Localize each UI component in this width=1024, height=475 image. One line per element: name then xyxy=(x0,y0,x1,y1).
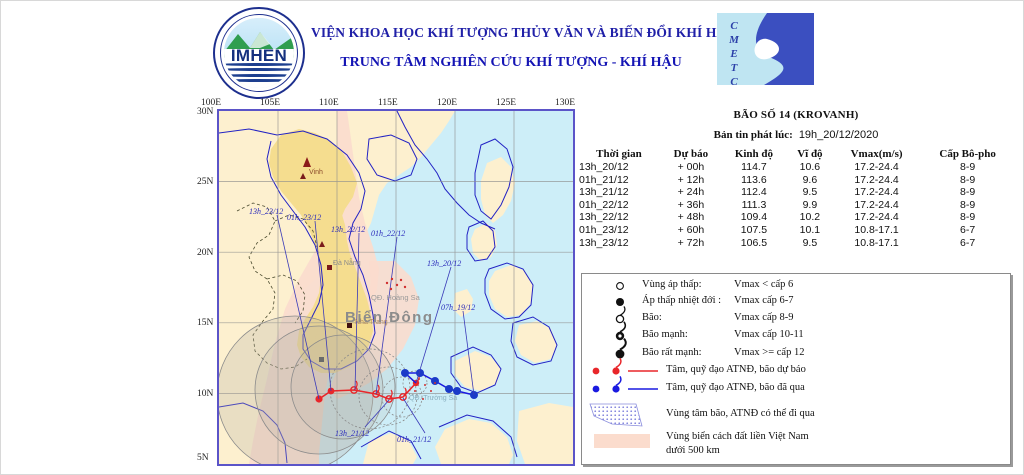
lat-label-1: 25N xyxy=(197,177,214,187)
storm-symbol-icon xyxy=(615,306,626,324)
time-label-7: 01h_21/12 xyxy=(397,435,432,444)
sea-name-label: Biển Đông xyxy=(345,309,434,326)
table-row: 01h_22/12 + 36h 111.3 9.9 17.2-24.4 8-9 xyxy=(579,198,976,211)
lon-label-2: 110E xyxy=(319,98,339,108)
time-label-6: 13h_21/12 xyxy=(335,429,370,438)
legend-name-2: Bão: xyxy=(642,312,662,323)
table-row: 01h_23/12 + 60h 107.5 10.1 10.8-17.1 6-7 xyxy=(579,223,976,236)
logo-emblem: IMHEN xyxy=(224,18,294,88)
past-sample-icon xyxy=(592,376,658,393)
cone-swatch-icon xyxy=(589,403,643,427)
past-track-points xyxy=(401,369,478,399)
strong-storm-icon xyxy=(615,321,627,341)
lon-label-0: 100E xyxy=(201,98,222,108)
issue-label: Bản tin phát lúc: xyxy=(713,129,793,141)
lon-label-3: 115E xyxy=(378,98,398,108)
table-header-row: Thời gian Dự báo Kinh độ Vĩ độ Vmax(m/s)… xyxy=(577,148,1015,161)
logo-wordmark: IMHEN xyxy=(230,46,288,65)
forecast-table: Thời gian Dự báo Kinh độ Vĩ độ Vmax(m/s)… xyxy=(577,148,1015,249)
map-legend: Vùng áp thấp: Vmax < cấp 6 Áp thấp nhiệt… xyxy=(581,273,1011,465)
logo-band xyxy=(224,48,294,58)
legend-value-1: Vmax cấp 6-7 xyxy=(734,295,794,306)
very-strong-storm-icon xyxy=(615,337,627,359)
lon-label-4: 120E xyxy=(437,98,458,108)
lat-label-3: 15N xyxy=(197,318,214,328)
storm-track-map: 100E 105E 110E 115E 120E 125E 130E 30N 2… xyxy=(197,98,575,466)
time-label-5: 07h_19/12 xyxy=(441,303,476,312)
time-label-4: 13h_20/12 xyxy=(427,259,462,268)
legend-value-3: Vmax cấp 10-11 xyxy=(734,329,804,340)
place-label-vinh: Vinh xyxy=(309,169,323,176)
forecast-sample-icon xyxy=(592,358,658,375)
lon-label-1: 105E xyxy=(260,98,281,108)
legend-forecast-track-label: Tâm, quỹ đạo ATNĐ, bão dự báo xyxy=(666,364,806,375)
legend-symbols xyxy=(589,282,658,427)
place-label-hoangsa: QĐ. Hoàng Sa xyxy=(371,293,420,302)
legend-value-4: Vmax >= cấp 12 xyxy=(734,347,805,358)
lat-label-5: 5N xyxy=(197,453,209,463)
legend-name-3: Bão mạnh: xyxy=(642,329,688,340)
header-titles: VIỆN KHOA HỌC KHÍ TƯỢNG THỦY VĂN VÀ BIẾN… xyxy=(311,25,737,71)
lat-label-4: 10N xyxy=(197,389,214,399)
place-label-nhatrang: Nha Trang xyxy=(355,319,388,326)
table-row: 13h_23/12 + 72h 106.5 9.5 10.8-17.1 6-7 xyxy=(579,236,976,249)
legend-cone-label: Vùng tâm bão, ATNĐ có thể đi qua xyxy=(666,408,815,419)
table-row: 01h_21/12 + 12h 113.6 9.6 17.2-24.4 8-9 xyxy=(579,173,976,186)
time-label-0: 13h_23/12 xyxy=(249,207,284,216)
legend-value-2: Vmax cấp 8-9 xyxy=(734,312,794,323)
col-lead: Dự báo xyxy=(673,148,709,160)
legend-value-0: Vmax < cấp 6 xyxy=(734,279,794,290)
forecast-info-panel: BÃO SỐ 14 (KROVANH) Bản tin phát lúc: 19h… xyxy=(577,109,1015,259)
time-label-1: 01h_23/12 xyxy=(287,213,322,222)
time-label-3: 01h_22/12 xyxy=(371,229,406,238)
legend-name-4: Bão rất mạnh: xyxy=(642,347,702,358)
filled-circle-icon xyxy=(616,298,624,306)
coastal-band-swatch xyxy=(594,434,650,448)
lon-label-6: 130E xyxy=(555,98,576,108)
legend-past-track-label: Tâm, quỹ đạo ATNĐ, bão đã qua xyxy=(666,382,805,393)
lat-label-0: 30N xyxy=(197,107,214,117)
lat-label-2: 20N xyxy=(197,248,214,258)
cmetc-swoosh-icon xyxy=(754,13,814,85)
time-label-2: 13h_22/12 xyxy=(331,225,366,234)
open-circle-icon xyxy=(616,282,624,290)
storm-title: BÃO SỐ 14 (KROVANH) xyxy=(733,109,859,121)
issue-row: Bản tin phát lúc: 19h_20/12/2020 xyxy=(577,129,1015,141)
table-row: 13h_21/12 + 24h 112.4 9.5 17.2-24.4 8-9 xyxy=(579,186,976,199)
col-lat: Vĩ độ xyxy=(797,148,823,160)
table-row: 13h_20/12 + 00h 114.7 10.6 17.2-24.4 8-9 xyxy=(579,161,976,173)
issue-time: 19h_20/12/2020 xyxy=(798,129,879,141)
map-canvas xyxy=(219,111,573,464)
logo-sea xyxy=(224,57,294,88)
imhen-logo: IMHEN xyxy=(213,7,305,99)
place-label-truongsa: QĐ. Trường Sa xyxy=(409,395,458,402)
place-label-danang: Đà Nẵng xyxy=(333,260,361,267)
center-title: TRUNG TÂM NGHIÊN CỨU KHÍ TƯỢNG - KHÍ HẬU xyxy=(340,55,682,70)
col-time: Thời gian xyxy=(596,148,642,160)
legend-name-0: Vùng áp thấp: xyxy=(642,279,702,290)
institute-title: VIỆN KHOA HỌC KHÍ TƯỢNG THỦY VĂN VÀ BIẾN… xyxy=(311,25,737,40)
legend-name-1: Áp thấp nhiệt đới : xyxy=(642,295,722,306)
col-lon: Kinh độ xyxy=(734,148,774,160)
col-beaufort: Cấp Bô-pho xyxy=(939,148,996,160)
logo-inner-ring xyxy=(220,14,298,92)
lon-label-5: 125E xyxy=(496,98,517,108)
city-markers xyxy=(300,157,352,362)
col-vmax: Vmax(m/s) xyxy=(850,148,903,160)
legend-coastal-label-1: Vùng biển cách đất liền Việt Nam xyxy=(666,431,809,442)
table-row: 13h_22/12 + 48h 109.4 10.2 17.2-24.4 8-9 xyxy=(579,211,976,224)
legend-coastal-label-2: dưới 500 km xyxy=(666,445,720,456)
